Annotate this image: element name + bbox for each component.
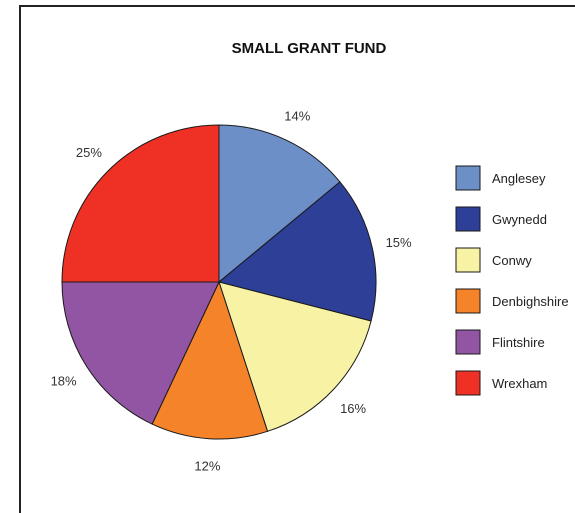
pct-label-flintshire: 18% — [51, 374, 77, 389]
chart-title: SMALL GRANT FUND — [232, 40, 387, 57]
pie-slice-wrexham — [61, 124, 220, 283]
pie-slice-anglesey — [218, 124, 341, 284]
legend-swatch-flintshire — [455, 329, 481, 355]
pie-slice-gwynedd — [217, 181, 377, 322]
legend: Anglesey Gwynedd Conwy Denbighshire Flintshi… — [455, 165, 569, 396]
legend-label-conwy: Conwy — [492, 253, 532, 268]
legend-swatch-wrexham — [455, 370, 481, 396]
legend-swatch-denbighshire — [455, 288, 481, 314]
pct-label-gwynedd: 15% — [386, 235, 412, 250]
legend-label-gwynedd: Gwynedd — [492, 212, 547, 227]
legend-swatch-anglesey — [455, 165, 481, 191]
pct-label-wrexham: 25% — [76, 145, 102, 160]
pie-slices — [61, 124, 377, 440]
pie-slice-flintshire — [61, 281, 220, 425]
legend-label-flintshire: Flintshire — [492, 335, 545, 350]
pct-label-conwy: 16% — [340, 401, 366, 416]
pct-label-denbighshire: 12% — [194, 459, 220, 474]
percentage-labels: 14% 15% 16% 12% 18% 25% — [51, 109, 412, 474]
legend-swatch-gwynedd — [455, 206, 481, 232]
legend-label-anglesey: Anglesey — [492, 171, 546, 186]
legend-label-wrexham: Wrexham — [492, 376, 547, 391]
pie-slice-conwy — [218, 281, 372, 432]
legend-label-denbighshire: Denbighshire — [492, 294, 569, 309]
legend-swatch-conwy — [455, 247, 481, 273]
pie-slice-denbighshire — [151, 280, 269, 440]
pct-label-anglesey: 14% — [284, 109, 310, 124]
